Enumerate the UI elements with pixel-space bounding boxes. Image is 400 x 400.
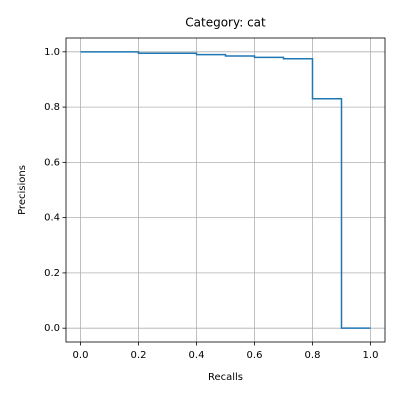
x-tick-label: 1.0 (363, 350, 379, 361)
x-axis-label: Recalls (208, 372, 243, 383)
y-tick-label: 0.0 (44, 323, 60, 334)
y-tick-label: 0.6 (44, 157, 60, 168)
x-tick-label: 0.4 (189, 350, 205, 361)
y-tick-label: 0.8 (44, 102, 60, 113)
line (80, 51, 371, 329)
chart-title: Category: cat (185, 16, 266, 30)
x-tick-label: 0.6 (247, 350, 263, 361)
x-tick-label: 0.2 (131, 350, 147, 361)
x-tick-label: 0.0 (73, 350, 89, 361)
y-tick-label: 0.4 (44, 213, 60, 224)
y-tick-label: 0.2 (44, 268, 60, 279)
y-axis-label: Precisions (17, 165, 28, 215)
plot-frame (65, 37, 386, 343)
y-tick-label: 1.0 (44, 47, 60, 58)
x-tick-label: 0.8 (305, 350, 321, 361)
